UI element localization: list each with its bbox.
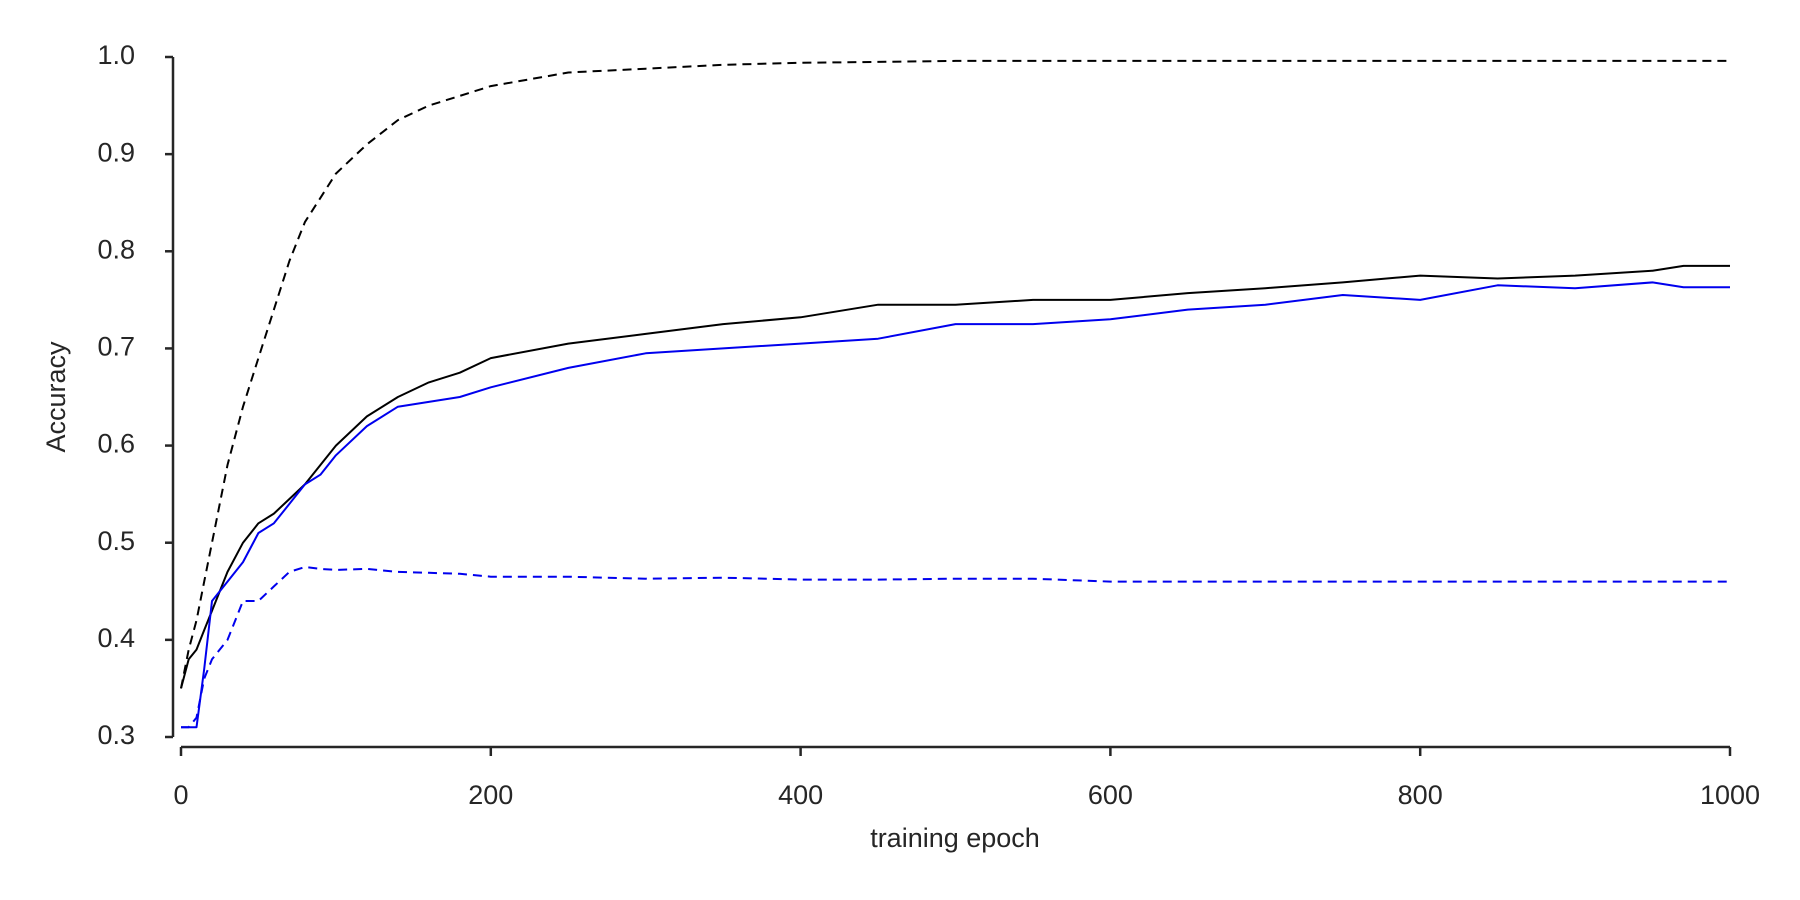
y-tick-label: 0.4 xyxy=(97,623,135,653)
y-tick-label: 0.3 xyxy=(97,720,135,750)
x-tick-label: 200 xyxy=(468,780,513,810)
x-tick-label: 600 xyxy=(1088,780,1133,810)
series-line xyxy=(181,566,1730,729)
x-tick-label: 1000 xyxy=(1700,780,1760,810)
y-tick-label: 0.8 xyxy=(97,234,135,264)
y-tick-label: 0.6 xyxy=(97,429,135,459)
y-tick-label: 1.0 xyxy=(97,40,135,70)
series-line xyxy=(180,59,1730,689)
x-tick-label: 400 xyxy=(778,780,823,810)
series-line xyxy=(180,264,1730,689)
y-tick-label: 0.5 xyxy=(97,526,135,556)
series-line xyxy=(181,281,1730,729)
x-tick-label: 800 xyxy=(1398,780,1443,810)
y-tick-label: 0.7 xyxy=(97,332,135,362)
x-axis-label: training epoch xyxy=(870,823,1040,853)
y-tick-label: 0.9 xyxy=(97,137,135,167)
y-axis-label: Accuracy xyxy=(41,341,71,453)
x-tick-label: 0 xyxy=(173,780,188,810)
